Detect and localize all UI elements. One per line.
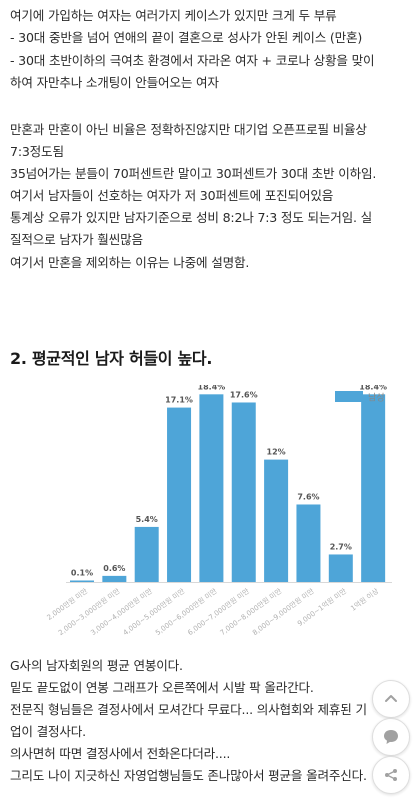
chart-data-label: 18.4% <box>359 385 387 391</box>
paragraph-line: 업이 결정사다. <box>10 724 86 739</box>
paragraph-line: 만혼과 만혼이 아닌 비율은 정확하진않지만 대기업 오픈프로필 비율상 <box>10 122 367 137</box>
chart-data-label: 0.1% <box>71 569 93 578</box>
chart-bar <box>231 402 256 582</box>
chart-data-label: 7.6% <box>297 492 319 501</box>
paragraph-line: 그리도 나이 지긋하신 자영업행님들도 존나많아서 평균을 올려주신다. <box>10 768 367 783</box>
chart-bar <box>264 459 289 582</box>
chart-data-label: 12% <box>267 448 286 457</box>
comment-button[interactable] <box>372 718 410 756</box>
chart-tick-label: 1억원 이상 <box>349 586 381 613</box>
paragraph-line: 전문직 형님들은 결정사에서 모셔간다 무료다... 의사협회와 제휴된 기 <box>10 702 367 717</box>
share-button[interactable] <box>372 756 410 794</box>
share-icon <box>385 769 397 781</box>
chart-bar <box>134 526 159 582</box>
scroll-top-button[interactable] <box>372 680 410 718</box>
comment-icon <box>384 730 398 744</box>
chart-bar <box>199 394 224 582</box>
chart-data-label: 18.4% <box>198 385 226 391</box>
chart-tick-label: 4,000~5,000만원 미만 <box>121 586 187 637</box>
paragraph-line: 하여 자만추나 소개팅이 안들어오는 여자 <box>10 75 219 90</box>
paragraph-line: 여기서 만혼을 제외하는 이유는 나중에 설명함. <box>10 255 250 270</box>
chart-bar <box>296 504 321 582</box>
chart-data-label: 17.1% <box>165 396 193 405</box>
paragraph-line: 의사면허 따면 결정사에서 전화온다더라.... <box>10 746 231 761</box>
chart-legend-swatch <box>335 391 363 402</box>
chart-tick-label: 6,000~7,000만원 미만 <box>186 586 252 637</box>
paragraph-line: - 30대 초반이하의 극여초 환경에서 자라온 여자 + 코로나 상황을 맞이 <box>10 53 375 68</box>
chart-tick-label: 7,000~8,000만원 미만 <box>218 586 284 637</box>
chart-bar <box>328 554 353 582</box>
paragraph-line: 7:3정도됨 <box>10 144 64 159</box>
chart-tick-label: 2,000~3,000만원 미만 <box>56 586 122 637</box>
paragraph-line: 밑도 끝도없이 연봉 그래프가 오른쪽에서 시발 팍 올라간다. <box>10 680 314 695</box>
paragraph-line: 질적으로 남자가 훨씬많음 <box>10 232 143 247</box>
chart-bar <box>70 580 94 582</box>
paragraph-line: G사의 남자회원의 평균 연봉이다. <box>10 658 183 673</box>
chart-data-label: 0.6% <box>103 564 125 573</box>
section-heading: 2. 평균적인 남자 허들이 높다. <box>10 349 213 368</box>
chart-bar <box>361 394 386 582</box>
chart-data-label: 17.6% <box>230 390 258 399</box>
chart-tick-label: 5,000~6,000만원 미만 <box>153 586 219 637</box>
chart-legend-label: 남성 <box>368 393 385 404</box>
paragraph-line: 통계상 오류가 있지만 남자기준으로 성비 8:2나 7:3 정도 되는거임. … <box>10 210 373 225</box>
paragraph-line: - 30대 중반을 넘어 연애의 끝이 결혼으로 성사가 안된 케이스 (만혼) <box>10 30 363 45</box>
chart-bar <box>102 575 127 582</box>
chart-data-label: 5.4% <box>136 515 158 524</box>
salary-bar-chart: 0.1%2,000만원 미만0.6%2,000~3,000만원 미만5.4%3,… <box>45 385 392 637</box>
chevron-up-icon <box>385 695 397 702</box>
paragraph-line: 여기에 가입하는 여자는 여러가지 케이스가 있지만 크게 두 부류 <box>10 8 337 23</box>
paragraph-line: 여기서 남자들이 선호하는 여자가 저 30퍼센트에 포진되어있음 <box>10 188 334 203</box>
chart-data-label: 2.7% <box>330 542 352 551</box>
chart-tick-label: 8,000~9,000만원 미만 <box>251 586 317 637</box>
chart-tick-label: 3,000~4,000만원 미만 <box>89 586 155 637</box>
paragraph-line: 35넘어가는 분들이 70퍼센트란 말이고 30퍼센트가 30대 초반 이하임. <box>10 166 377 181</box>
chart-bar <box>167 407 192 582</box>
